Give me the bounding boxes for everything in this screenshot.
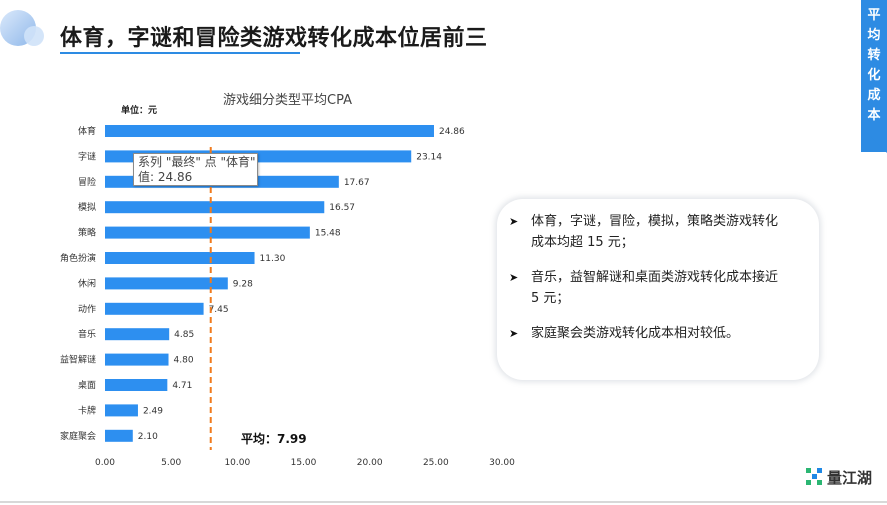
side-tab-label: 平均转化成本	[867, 8, 881, 123]
category-label: 益智解谜	[60, 354, 96, 366]
data-label: 17.67	[344, 178, 370, 188]
note-item: ➤ 体育，字谜，冒险，模拟，策略类游戏转化成本均超 15 元；	[509, 211, 781, 253]
arrow-bullet-icon: ➤	[509, 215, 519, 228]
note-text: 音乐，益智解谜和桌面类游戏转化成本接近 5 元；	[531, 270, 779, 306]
data-label: 9.28	[233, 279, 253, 289]
x-tick-label: 5.00	[161, 458, 181, 468]
bar	[105, 277, 228, 290]
x-tick-label: 25.00	[423, 458, 449, 468]
chart-tooltip: 系列 "最终" 点 "体育" 值: 24.86	[133, 153, 258, 186]
tooltip-series-line: 系列 "最终" 点 "体育"	[138, 155, 256, 169]
data-label: 2.49	[143, 406, 163, 416]
category-label: 策略	[78, 227, 96, 239]
note-text: 家庭聚会类游戏转化成本相对较低。	[531, 326, 740, 341]
x-tick-label: 0.00	[95, 458, 115, 468]
bar	[105, 125, 434, 137]
bar	[105, 226, 310, 239]
data-label: 7.45	[209, 305, 229, 315]
average-label: 平均：7.99	[241, 432, 307, 446]
data-label: 2.10	[138, 432, 158, 442]
bar	[105, 429, 133, 442]
data-label: 4.85	[174, 330, 194, 340]
x-tick-label: 10.00	[224, 458, 250, 468]
chart-title: 游戏细分类型平均CPA	[223, 93, 352, 108]
side-tab-corner	[861, 127, 887, 153]
category-label: 家庭聚会	[60, 430, 96, 442]
page-title: 体育，字谜和冒险类游戏转化成本位居前三	[60, 26, 488, 51]
category-label: 体育	[78, 125, 96, 137]
decor-circles-icon	[0, 10, 44, 46]
category-label: 冒险	[78, 176, 96, 188]
bar	[105, 328, 170, 341]
bottom-divider	[0, 501, 887, 503]
notes-panel: ➤ 体育，字谜，冒险，模拟，策略类游戏转化成本均超 15 元； ➤ 音乐，益智解…	[497, 199, 819, 380]
arrow-bullet-icon: ➤	[509, 327, 519, 340]
category-label: 卡牌	[78, 404, 96, 416]
bar	[105, 201, 325, 214]
bar	[105, 353, 169, 366]
side-tab: 平均转化成本	[861, 0, 887, 152]
x-tick-label: 30.00	[489, 458, 515, 468]
category-label: 休闲	[78, 277, 96, 289]
bar-chart: 体育 24.86 字谜 23.14 冒险 17.67 模拟 16.57 策略 15.48 角色扮演 1…	[60, 125, 515, 468]
arrow-bullet-icon: ➤	[509, 271, 519, 284]
note-text: 体育，字谜，冒险，模拟，策略类游戏转化成本均超 15 元；	[531, 214, 779, 250]
note-item: ➤ 家庭聚会类游戏转化成本相对较低。	[509, 323, 781, 344]
bar	[105, 404, 138, 417]
data-label: 24.86	[439, 127, 465, 137]
bar	[105, 379, 168, 391]
category-label: 模拟	[78, 201, 96, 213]
data-label: 16.57	[329, 203, 355, 213]
category-label: 动作	[78, 303, 96, 315]
tooltip-value-line: 值: 24.86	[138, 170, 193, 184]
bar	[105, 302, 204, 315]
note-item: ➤ 音乐，益智解谜和桌面类游戏转化成本接近 5 元；	[509, 267, 781, 309]
data-label: 4.80	[174, 356, 194, 366]
data-label: 15.48	[315, 229, 341, 239]
bar	[105, 252, 255, 264]
brand-mark-icon	[806, 468, 822, 485]
category-label: 角色扮演	[60, 252, 96, 264]
category-label: 字谜	[78, 150, 96, 162]
brand-name: 量江湖	[827, 468, 873, 487]
category-label: 音乐	[78, 328, 96, 340]
chart-unit-label: 单位：元	[121, 106, 158, 116]
data-label: 11.30	[260, 254, 286, 264]
data-label: 23.14	[416, 152, 442, 162]
category-label: 桌面	[78, 379, 96, 391]
data-label: 4.71	[172, 381, 192, 391]
brand-logo: 量江湖	[805, 465, 872, 489]
title-underline	[60, 52, 300, 54]
x-tick-label: 15.00	[291, 458, 317, 468]
x-tick-label: 20.00	[357, 458, 383, 468]
